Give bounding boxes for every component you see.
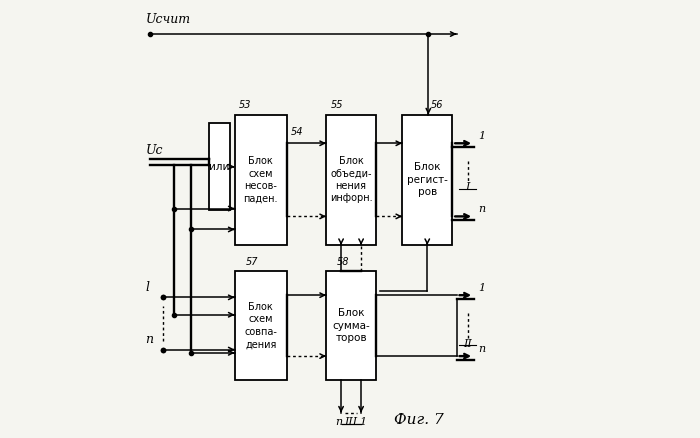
Text: Блок
сумма-
торов: Блок сумма- торов — [332, 308, 370, 343]
Text: Uсчит: Uсчит — [146, 13, 190, 26]
Text: n: n — [478, 344, 486, 354]
Text: 55: 55 — [330, 100, 343, 110]
Text: n: n — [478, 204, 486, 214]
Text: Фиг. 7: Фиг. 7 — [393, 413, 443, 427]
Text: n: n — [335, 417, 342, 427]
Text: 58: 58 — [337, 257, 349, 267]
Text: Блок
схем
совпа-
дения: Блок схем совпа- дения — [244, 302, 277, 349]
Text: Блок
объеди-
нения
инфорн.: Блок объеди- нения инфорн. — [330, 156, 372, 203]
Text: Блок
регист-
ров: Блок регист- ров — [407, 162, 448, 197]
Text: Uc: Uc — [146, 144, 163, 157]
Bar — [326, 271, 376, 380]
Bar — [234, 271, 287, 380]
Text: 56: 56 — [430, 100, 443, 110]
Text: 57: 57 — [246, 257, 258, 267]
Text: III: III — [344, 417, 358, 427]
Bar — [402, 115, 452, 245]
Text: I: I — [466, 183, 470, 192]
Text: Блок
схем
несов-
паден.: Блок схем несов- паден. — [244, 156, 278, 203]
Text: II: II — [463, 339, 472, 349]
Bar — [234, 115, 287, 245]
Text: n: n — [146, 333, 153, 346]
Text: 1: 1 — [478, 131, 486, 141]
Text: 1: 1 — [478, 283, 486, 293]
Text: 1: 1 — [360, 417, 367, 427]
Text: 54: 54 — [291, 127, 304, 137]
Bar — [326, 115, 376, 245]
Bar — [209, 123, 230, 210]
Text: 53: 53 — [239, 100, 251, 110]
Text: l: l — [146, 281, 149, 294]
Text: или: или — [209, 162, 230, 172]
